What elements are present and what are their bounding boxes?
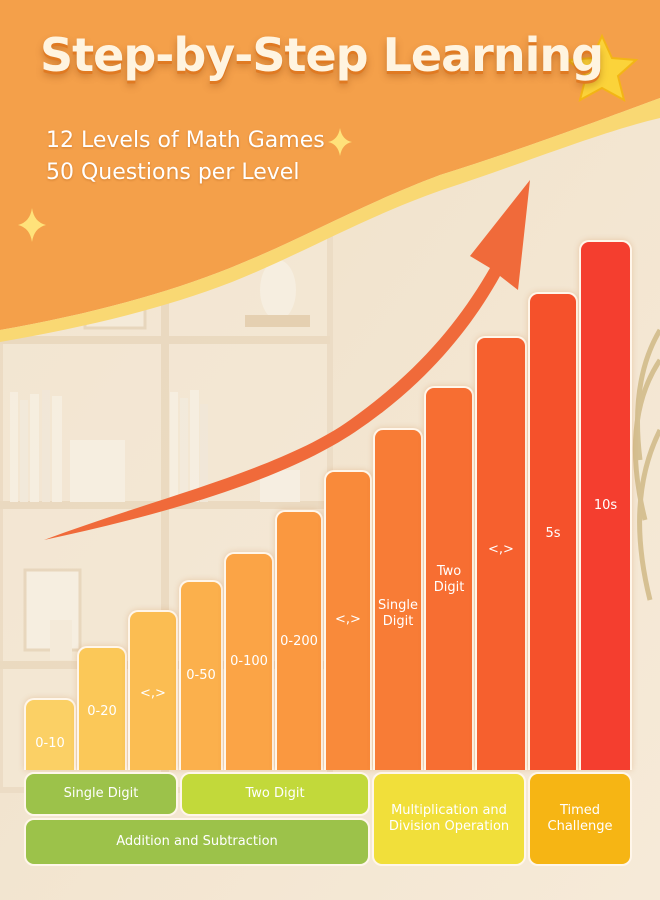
level-bar: 0-50 [179,580,223,770]
level-label: 0-100 [230,654,268,669]
level-label: <,> [140,686,166,701]
growth-arrow-icon [44,180,530,540]
star-icon [565,33,639,102]
level-label: <,> [488,542,514,557]
level-bar: 0-20 [77,646,127,770]
level-label: 0-10 [35,736,65,751]
level-bar: Single Digit [373,428,423,770]
level-bar: <,> [128,610,178,770]
level-label: 10s [593,498,618,513]
category-two-digit: Two Digit [180,772,370,816]
level-bar: 0-10 [24,698,76,770]
level-label: 0-200 [280,634,318,649]
header-banner [0,0,660,330]
page-title: Step-by-Step Learning [40,28,604,82]
header-wave [0,98,660,342]
level-bar: <,> [475,336,527,770]
category-single-digit: Single Digit [24,772,178,816]
level-bar: Two Digit [424,386,474,770]
level-label: 0-50 [186,668,216,683]
level-label: 0-20 [87,704,117,719]
level-label: 5s [545,526,561,541]
subtitle-questions: 50 Questions per Level [46,160,300,185]
level-bar: <,> [324,470,372,770]
plant-decoration [632,328,660,601]
level-label: Two Digit [433,564,465,595]
subtitle-levels: 12 Levels of Math Games [46,128,325,153]
category-timed-challenge: Timed Challenge [528,772,632,866]
level-label: <,> [335,612,361,627]
sparkle-icon [328,128,352,156]
level-bar: 0-200 [275,510,323,770]
level-bar: 10s [579,240,632,770]
level-bar: 5s [528,292,578,770]
level-label: Single Digit [378,598,418,629]
sparkle-icon [18,208,46,242]
category-multiplication-division: Multiplication and Division Operation [372,772,526,866]
category-addition-subtraction: Addition and Subtraction [24,818,370,866]
level-bar: 0-100 [224,552,274,770]
